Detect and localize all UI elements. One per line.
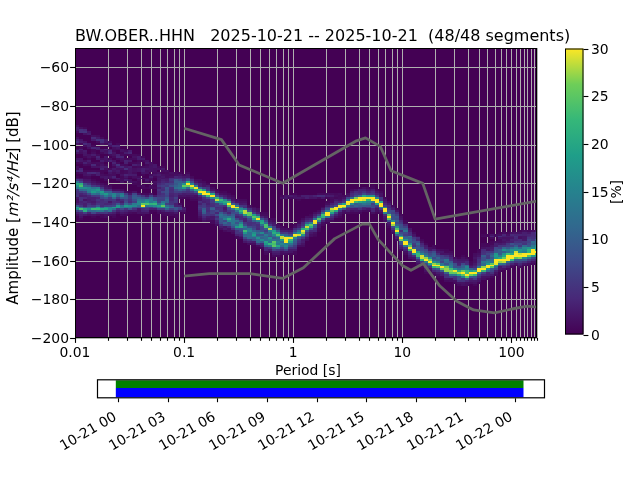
colorbar-label: [%] <box>608 162 624 222</box>
colorbar-tick-label-5: 5 <box>591 280 600 294</box>
y-axis-label-units: m²/s⁴/Hz <box>4 153 22 217</box>
y-tick-label--80: −80 <box>40 99 69 113</box>
y-axis-label: Amplitude [m²/s⁴/Hz] [dB] <box>4 58 22 358</box>
y-tick-label--200: −200 <box>31 331 69 345</box>
colorbar-tick-label-20: 20 <box>591 137 609 151</box>
colorbar-tick-label-30: 30 <box>591 42 609 56</box>
x-tick-label-0.1: 0.1 <box>154 345 214 359</box>
y-tick-label--140: −140 <box>31 215 69 229</box>
y-tick-label--100: −100 <box>31 138 69 152</box>
colorbar-tick-label-0: 0 <box>591 328 600 342</box>
x-axis-label: Period [s] <box>77 362 539 378</box>
ppsd-figure: BW.OBER..HHN 2025-10-21 -- 2025-10-21 (4… <box>0 0 640 480</box>
y-axis-label-suffix: ] [dB] <box>4 111 22 153</box>
plot-title: BW.OBER..HHN 2025-10-21 -- 2025-10-21 (4… <box>75 26 537 45</box>
x-tick-label-100: 100 <box>481 345 541 359</box>
x-tick-label-1: 1 <box>263 345 323 359</box>
colorbar-tick-label-25: 25 <box>591 89 609 103</box>
y-tick-label--120: −120 <box>31 176 69 190</box>
x-tick-label-0.01: 0.01 <box>45 345 105 359</box>
y-axis-label-prefix: Amplitude [ <box>4 217 22 305</box>
y-tick-label--160: −160 <box>31 254 69 268</box>
ppsd-plot-canvas <box>0 0 640 480</box>
y-tick-label--60: −60 <box>40 60 69 74</box>
colorbar-tick-label-10: 10 <box>591 232 609 246</box>
y-tick-label--180: −180 <box>31 292 69 306</box>
x-tick-label-10: 10 <box>372 345 432 359</box>
colorbar-tick-label-15: 15 <box>591 185 609 199</box>
